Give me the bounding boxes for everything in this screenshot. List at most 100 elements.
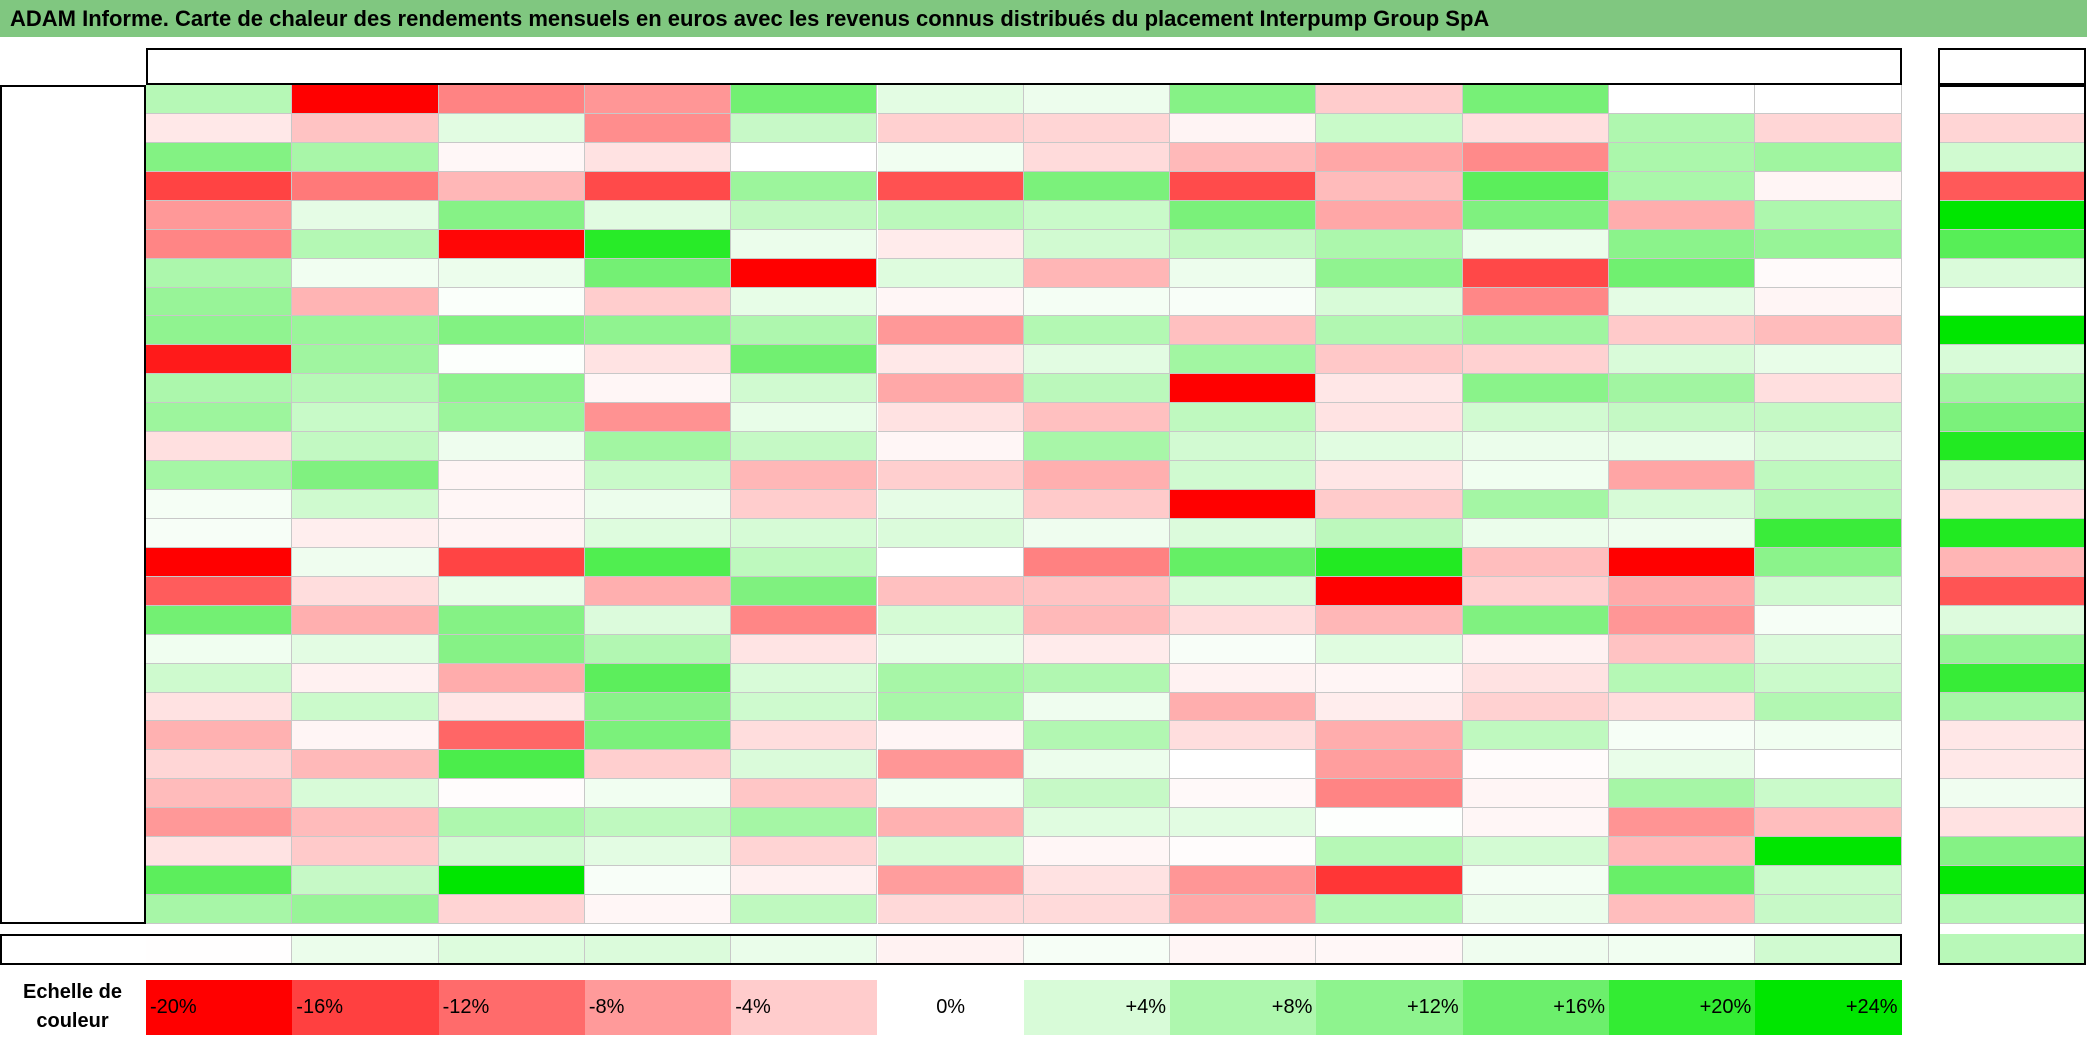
heatmap-cell	[877, 866, 1024, 896]
heatmap-cell	[438, 345, 585, 375]
heatmap-cell	[1316, 779, 1463, 809]
year-label	[0, 287, 146, 317]
heatmap-cell	[1316, 895, 1463, 924]
heatmap-cell	[1170, 171, 1317, 201]
heatmap-cell	[1023, 287, 1171, 317]
heatmap-cell	[584, 432, 732, 462]
heatmap-cell	[438, 837, 585, 867]
heatmap-cell	[1316, 837, 1463, 867]
heatmap-cell	[731, 547, 878, 577]
column-header	[292, 48, 439, 85]
heatmap-cell	[1609, 316, 1756, 346]
heatmap-cell	[1755, 750, 1902, 780]
heatmap-cell	[1462, 866, 1609, 896]
heatmap-cell	[1462, 663, 1609, 693]
heatmap-cell	[877, 200, 1024, 230]
heatmap-cell	[877, 547, 1024, 577]
average-cell	[1755, 934, 1902, 965]
heatmap-cell	[877, 432, 1024, 462]
average-cell	[146, 934, 293, 965]
heatmap-cell	[584, 200, 732, 230]
heatmap-cell	[584, 663, 732, 693]
heatmap-cell	[1023, 576, 1171, 606]
year-label	[0, 866, 146, 896]
heatmap-cell	[1170, 866, 1317, 896]
average-cell	[1170, 934, 1317, 965]
heatmap-cell	[292, 663, 439, 693]
heatmap-cell	[438, 403, 585, 433]
heatmap-cell	[146, 403, 293, 433]
heatmap-cell	[1755, 547, 1902, 577]
heatmap-cell	[1170, 345, 1317, 375]
heatmap-cell	[292, 779, 439, 809]
heatmap-cell	[1462, 518, 1609, 548]
average-cell	[877, 934, 1024, 965]
heatmap-cell	[292, 85, 439, 114]
heatmap-cell	[1609, 576, 1756, 606]
heatmap-cell	[1023, 605, 1171, 635]
heatmap-cell	[1170, 750, 1317, 780]
heatmap-cell	[1023, 750, 1171, 780]
heatmap-cell	[877, 721, 1024, 751]
annual-cell	[1938, 634, 2086, 664]
heatmap-cell	[584, 461, 732, 490]
average-cell	[292, 934, 439, 965]
heatmap-cell	[731, 895, 878, 924]
year-label	[0, 490, 146, 519]
year-label	[0, 113, 146, 143]
heatmap-cell	[292, 113, 439, 143]
heatmap-cell	[1462, 316, 1609, 346]
heatmap-cell	[1170, 605, 1317, 635]
heatmap-cell	[1023, 692, 1171, 722]
year-label	[0, 605, 146, 635]
heatmap-cell	[877, 808, 1024, 838]
heatmap-cell	[584, 576, 732, 606]
heatmap-cell	[1609, 663, 1756, 693]
heatmap-cell	[1609, 518, 1756, 548]
column-header	[1609, 48, 1756, 85]
year-label	[0, 142, 146, 172]
heatmap-cell	[1609, 779, 1756, 809]
column-header	[1755, 48, 1902, 85]
heatmap-cell	[438, 461, 585, 490]
heatmap-cell	[1609, 345, 1756, 375]
heatmap-cell	[1316, 113, 1463, 143]
heatmap-cell	[1023, 490, 1171, 519]
heatmap-cell	[1023, 461, 1171, 490]
heatmap-cell	[292, 461, 439, 490]
annual-cell	[1938, 374, 2086, 404]
heatmap-cell	[1023, 808, 1171, 838]
heatmap-cell	[1170, 663, 1317, 693]
heatmap-cell	[1170, 113, 1317, 143]
heatmap-cell	[584, 171, 732, 201]
heatmap-cell	[584, 316, 732, 346]
heatmap-cell	[1316, 547, 1463, 577]
heatmap-cell	[584, 518, 732, 548]
heatmap-cell	[731, 200, 878, 230]
heatmap-cell	[1609, 634, 1756, 664]
heatmap-cell	[146, 866, 293, 896]
heatmap-cell	[584, 605, 732, 635]
heatmap-cell	[1023, 866, 1171, 896]
annual-cell	[1938, 287, 2086, 317]
heatmap-cell	[1609, 171, 1756, 201]
heatmap-cell	[292, 547, 439, 577]
heatmap-cell	[877, 663, 1024, 693]
heatmap-cell	[731, 229, 878, 259]
heatmap-cell	[438, 200, 585, 230]
heatmap-cell	[1755, 779, 1902, 809]
heatmap-cell	[1609, 721, 1756, 751]
heatmap-cell	[731, 171, 878, 201]
heatmap-cell	[731, 403, 878, 433]
heatmap-cell	[1170, 490, 1317, 519]
heatmap-cell	[1023, 403, 1171, 433]
year-label	[0, 634, 146, 664]
heatmap-cell	[1170, 403, 1317, 433]
heatmap-cell	[292, 142, 439, 172]
annual-cell	[1938, 895, 2086, 924]
year-label	[0, 692, 146, 722]
year-label	[0, 518, 146, 548]
heatmap-cell	[731, 287, 878, 317]
color-scale-swatch: +8%	[1170, 980, 1317, 1035]
heatmap-cell	[1462, 171, 1609, 201]
